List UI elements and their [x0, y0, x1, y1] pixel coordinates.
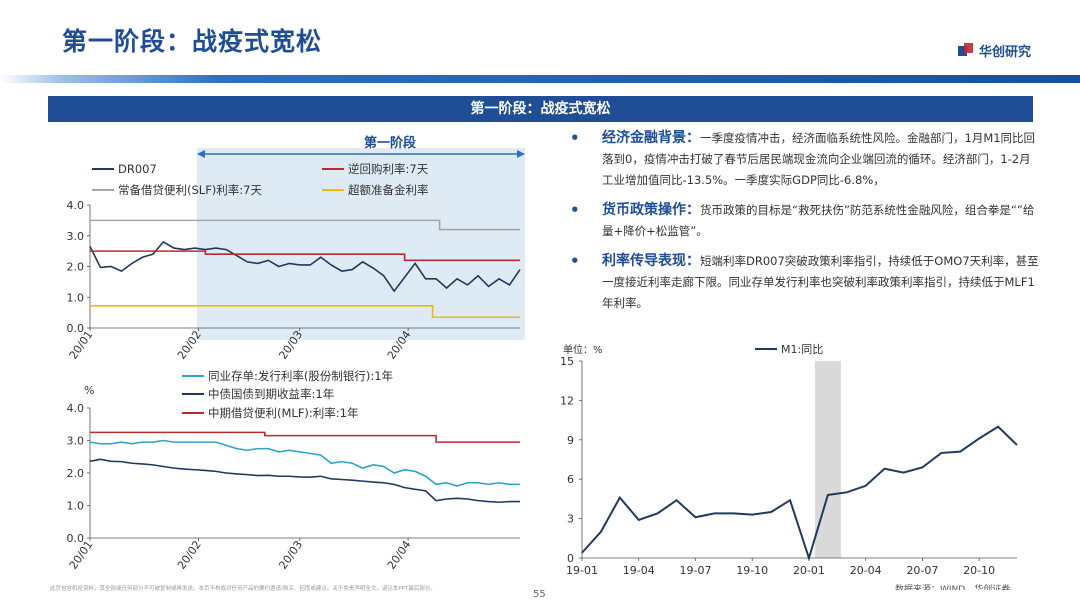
x-tick-label: 20-07 — [906, 564, 938, 577]
x-tick-label: 20/04 — [385, 538, 414, 571]
logo-text: 华创研究 — [979, 44, 1032, 60]
series-line — [89, 458, 520, 504]
phase-label: 第一阶段 — [364, 135, 416, 151]
brand-logo: 华创研究 — [958, 40, 1031, 60]
legend-label: 超额准备金利率 — [348, 183, 429, 197]
legend-label: 逆回购利率:7天 — [348, 162, 429, 176]
phase-arrow-right-icon — [517, 150, 525, 158]
legend-label: 中债国债到期收益率:1年 — [208, 387, 334, 401]
source-note: 数据来源：WIND，华创证券 — [895, 583, 1010, 590]
y-tick-label: 0 — [567, 552, 574, 565]
bullet-policy: • 货币政策操作：货币政策的目标是“救死扶伤”防范系统性金融风险，组合拳是“”给… — [570, 200, 1040, 242]
bullet-text: 货币政策的目标是“救死扶伤”防范系统性金融风险，组合拳是“”给量+降价+松监管”… — [602, 203, 1035, 238]
logo-mark-icon — [958, 43, 973, 56]
y-tick-label: 12 — [560, 394, 574, 407]
y-tick-label: 15 — [560, 355, 574, 368]
bullet-dot-icon: • — [570, 201, 580, 219]
series-line — [90, 219, 520, 231]
series-line — [89, 240, 521, 293]
bullet-list: • 经济金融背景：一季度疫情冲击，经济面临系统性风险。金融部门，1月M1同比回落… — [570, 128, 1040, 323]
bullet-text: 短端利率DR007突破政策利率指引，持续低于OMO7天利率，甚至一度接近利率走廊… — [602, 254, 1039, 310]
bullet-transmission: • 利率传导表现：短端利率DR007突破政策利率指引，持续低于OMO7天利率，甚… — [570, 251, 1040, 314]
section-band-title: 第一阶段：战疫式宽松 — [48, 96, 1033, 122]
series-line — [89, 439, 520, 487]
y-tick-label: 0.0 — [67, 322, 85, 335]
series-line — [581, 425, 1018, 562]
page-number: 55 — [533, 589, 546, 600]
y-tick-label: 2.0 — [67, 467, 85, 480]
left-charts: 第一阶段 0.01.02.03.04.020/01 20/02 20/03 20/04… — [67, 135, 525, 572]
y-tick-label: 1.0 — [67, 500, 85, 513]
y-tick-label: 2.0 — [67, 261, 85, 274]
series-line — [90, 431, 520, 443]
x-tick-label: 20-10 — [963, 564, 995, 577]
legend-label: M1:同比 — [781, 343, 823, 356]
legend-label: 同业存单:发行利率(股份制银行):1年 — [208, 369, 393, 383]
bullet-heading: 经济金融背景： — [602, 130, 700, 146]
legend-label: DR007 — [118, 162, 157, 176]
bullet-heading: 利率传导表现： — [602, 253, 700, 269]
y-unit-label: % — [84, 384, 94, 397]
y-tick-label: 6 — [567, 473, 574, 486]
x-tick-label: 20/02 — [175, 328, 204, 361]
x-tick-label: 20/03 — [276, 538, 305, 571]
bullet-dot-icon: • — [570, 129, 580, 147]
y-tick-label: 4.0 — [67, 199, 85, 212]
slide-title: 第一阶段：战疫式宽松 — [62, 27, 323, 56]
x-tick-label: 19-10 — [736, 564, 768, 577]
bullet-heading: 货币政策操作： — [602, 202, 700, 218]
m1-chart-panel: 0 3 6 9 12 15 19-01 19-04 19-07 19-10 20-01 20-04 20… — [560, 343, 1018, 590]
series-line — [90, 250, 520, 262]
x-tick-label: 20-04 — [850, 564, 882, 577]
y-tick-label: 3 — [567, 513, 574, 526]
bullet-economy: • 经济金融背景：一季度疫情冲击，经济面临系统性风险。金融部门，1月M1同比回落… — [570, 128, 1040, 191]
y-tick-label: 0.0 — [67, 532, 85, 545]
cd-bond-rate-chart: 0.01.02.03.04.020/01 20/02 20/03 20/04同业存单:… — [67, 369, 520, 572]
y-tick-label: 3.0 — [67, 435, 85, 448]
y-unit-label: 单位：% — [563, 343, 603, 356]
y-tick-label: 9 — [567, 434, 574, 447]
y-tick-label: 3.0 — [67, 230, 85, 243]
phase-arrow-left-icon — [197, 150, 205, 158]
m1-yoy-chart: 0 3 6 9 12 15 19-01 19-04 19-07 19-10 20-01 20-04 20… — [560, 343, 1018, 590]
header-divider — [0, 75, 1080, 83]
disclaimer-footnote: 此页包含机密资料，其全部或任何部分不可被复制或再发送。本页不构成对任何产品的要约… — [50, 586, 436, 592]
y-tick-label: 4.0 — [67, 402, 85, 415]
x-tick-label: 20-01 — [793, 564, 825, 577]
y-tick-label: 1.0 — [67, 291, 85, 304]
phase-highlight — [197, 148, 525, 340]
legend-label: 常备借贷便利(SLF)利率:7天 — [118, 183, 262, 197]
x-tick-label: 19-01 — [566, 564, 598, 577]
x-tick-label: 19-04 — [623, 564, 655, 577]
bullet-text: 一季度疫情冲击，经济面临系统性风险。金融部门，1月M1同比回落到0，疫情冲击打破… — [602, 131, 1036, 187]
bullet-dot-icon: • — [570, 252, 580, 270]
legend-label: 中期借贷便利(MLF):利率:1年 — [208, 406, 358, 420]
series-line — [90, 305, 520, 319]
x-tick-label: 19-07 — [679, 564, 711, 577]
x-tick-label: 20/02 — [175, 538, 204, 571]
